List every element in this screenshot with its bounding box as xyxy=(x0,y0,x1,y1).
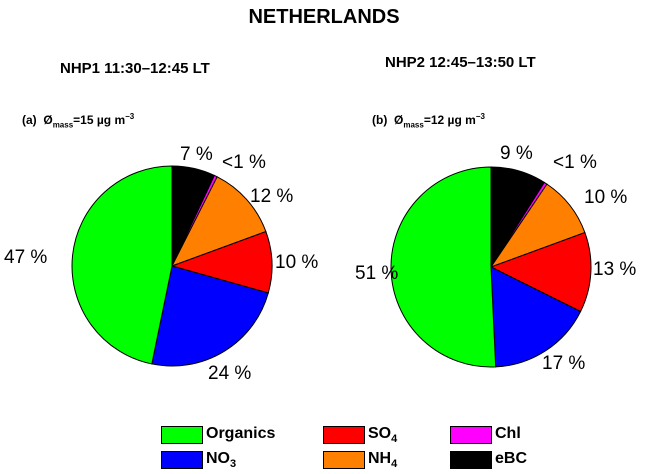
pct-label-chl-b: <1 % xyxy=(553,152,597,173)
panel-letter-a: (a) xyxy=(22,113,37,127)
legend-swatch-nh4 xyxy=(323,451,365,469)
pie-slice-organics-a xyxy=(71,165,173,365)
legend-label-nh4: NH4 xyxy=(368,449,398,471)
pct-label-no3-a: 24 % xyxy=(208,363,252,384)
legend-label-so4: SO4 xyxy=(368,424,398,446)
mass-value-b: 12 xyxy=(430,113,445,127)
mass-symbol-a: Ømass= xyxy=(43,113,81,130)
legend-swatch-so4 xyxy=(323,426,365,444)
pct-label-so4-b: 13 % xyxy=(593,259,637,280)
pie-slice-nh4-a xyxy=(170,176,267,267)
mass-value-a: 15 xyxy=(80,113,94,127)
pct-label-organics-b: 51 % xyxy=(355,263,399,284)
pct-label-no3-b: 17 % xyxy=(542,353,586,374)
pct-label-nh4-b: 10 % xyxy=(584,187,628,208)
pct-label-chl-a: <1 % xyxy=(222,152,266,173)
legend-label-organics: Organics xyxy=(206,424,276,442)
pie-slice-no3-a xyxy=(151,265,269,367)
legend-swatch-organics xyxy=(161,426,203,444)
legend-item-so4: SO4 xyxy=(323,425,397,445)
chart-title-nhp2: NHP2 12:45–13:50 LT xyxy=(385,54,536,71)
panel-label-a: (a) Ømass=15 µg m−3 xyxy=(22,112,134,129)
mass-unit-exp-a: −3 xyxy=(125,112,135,121)
pct-label-nh4-a: 12 % xyxy=(250,186,294,207)
legend-swatch-no3 xyxy=(161,451,203,469)
legend-item-chl: Chl xyxy=(450,425,521,445)
legend-label-no3: NO3 xyxy=(206,449,237,471)
pct-label-organics-a: 47 % xyxy=(4,247,48,268)
mass-symbol-b: Ømass= xyxy=(394,113,431,130)
legend-label-chl: Chl xyxy=(495,424,521,442)
legend-item-no3: NO3 xyxy=(161,450,236,470)
figure-title: NETHERLANDS xyxy=(248,6,400,28)
panel-label-b: (b) Ømass=12 µg m−3 xyxy=(372,112,485,129)
legend-swatch-chl xyxy=(450,426,492,444)
pct-label-so4-a: 10 % xyxy=(275,252,319,273)
pie-chart-nhp1 xyxy=(71,165,273,367)
legend-label-ebc: eBC xyxy=(495,449,528,467)
pie-slice-no3-b xyxy=(490,266,582,368)
pct-label-ebc-b: 9 % xyxy=(500,143,533,164)
mass-unit-exp-b: −3 xyxy=(475,112,485,121)
pie-chart-nhp2 xyxy=(390,166,592,368)
mass-unit-a: µg m xyxy=(96,113,126,127)
panel-letter-b: (b) xyxy=(372,113,388,127)
legend-item-nh4: NH4 xyxy=(323,450,397,470)
chart-title-nhp1: NHP1 11:30–12:45 LT xyxy=(60,60,210,77)
pct-label-ebc-a: 7 % xyxy=(180,144,213,165)
pie-slice-organics-b xyxy=(390,166,497,368)
legend-item-ebc: eBC xyxy=(450,450,527,470)
legend-item-organics: Organics xyxy=(161,425,275,445)
mass-unit-b: µg m xyxy=(447,113,476,127)
legend-swatch-ebc xyxy=(450,451,492,469)
pie-slice-so4-b xyxy=(489,231,592,313)
